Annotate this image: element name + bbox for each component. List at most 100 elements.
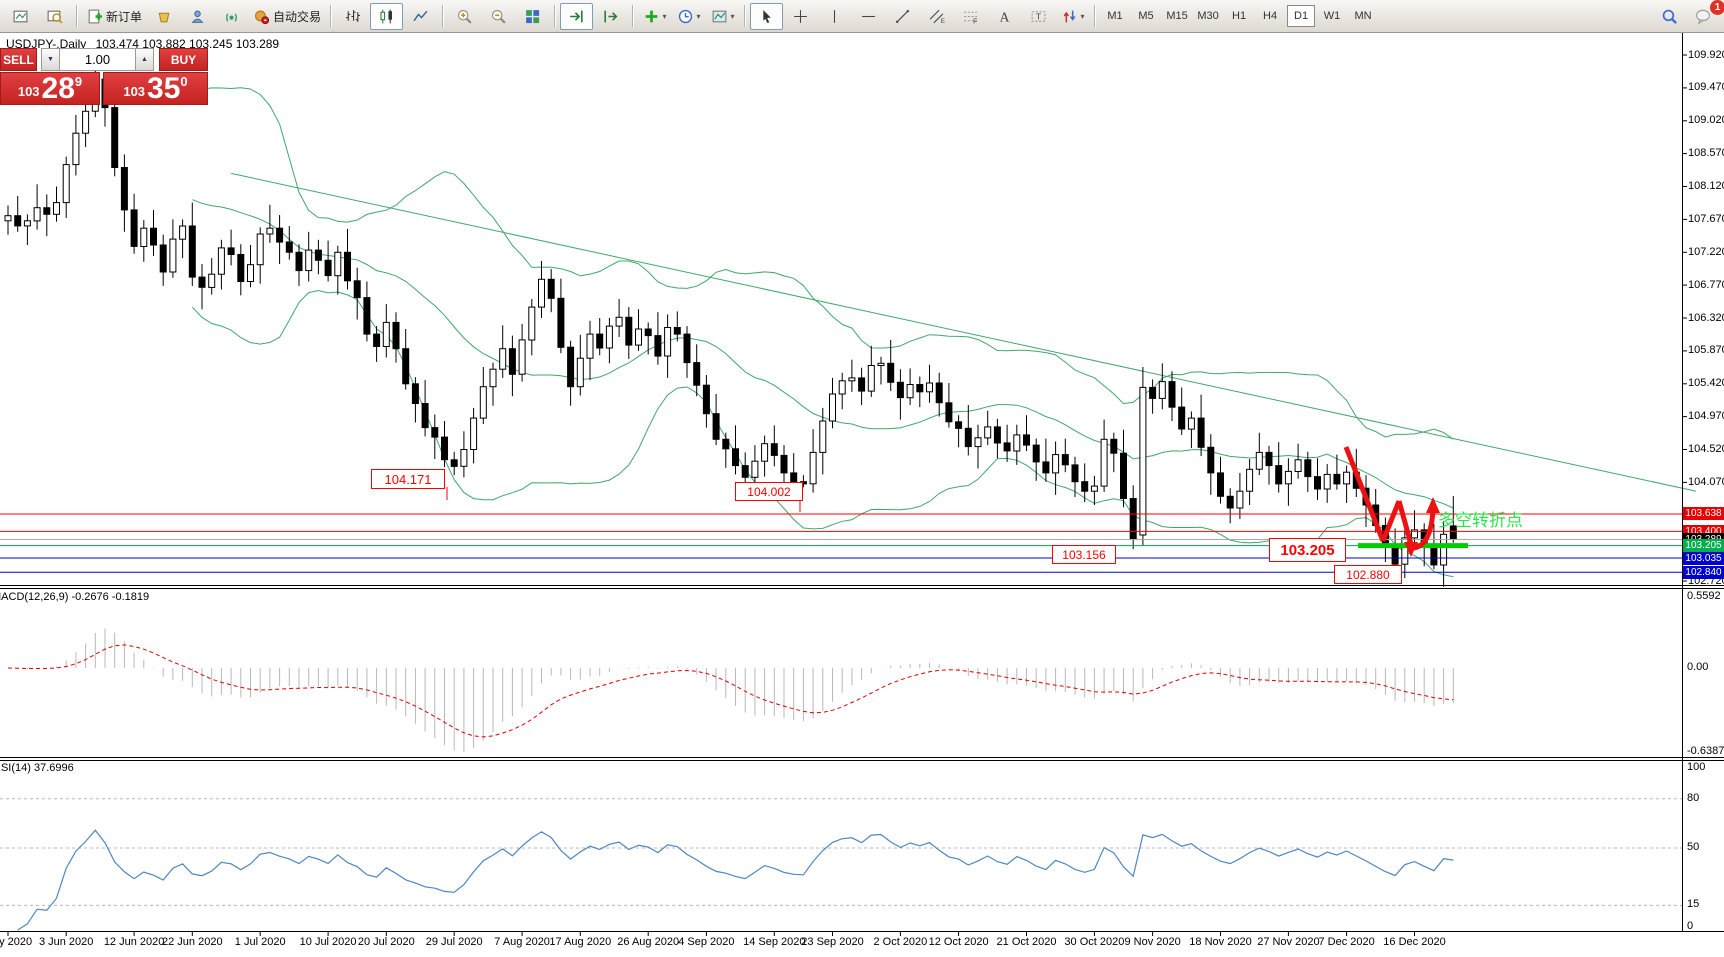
zoom-chart-icon[interactable] bbox=[38, 3, 71, 30]
line-chart-icon[interactable] bbox=[404, 3, 437, 30]
date-axis-label[interactable]: 17 Aug 2020 bbox=[549, 936, 612, 948]
bucket-icon[interactable] bbox=[147, 3, 180, 30]
date-axis-label[interactable]: 4 Sep 2020 bbox=[678, 936, 735, 948]
templates-icon[interactable]: ▾ bbox=[706, 3, 739, 30]
timeframe-mn-button[interactable]: MN bbox=[1354, 10, 1372, 22]
date-axis-label[interactable]: 7 Aug 2020 bbox=[494, 936, 550, 948]
chart-ohlc-values: 103.474 103.882 103.245 103.289 bbox=[95, 37, 280, 51]
hline-icon[interactable] bbox=[852, 3, 885, 30]
timeframe-m5-button[interactable]: M5 bbox=[1138, 10, 1154, 22]
volume-input[interactable]: 1.00 bbox=[60, 48, 135, 71]
search-icon[interactable] bbox=[1653, 3, 1686, 30]
price-axis-label[interactable]: 108.120 bbox=[1688, 180, 1724, 192]
chart-mini-icon[interactable] bbox=[4, 3, 37, 30]
macd-axis-label: -0.6387 bbox=[1687, 745, 1724, 757]
buy-button[interactable]: BUY bbox=[159, 48, 208, 71]
price-axis-label[interactable]: 104.970 bbox=[1688, 410, 1724, 423]
date-axis-label[interactable]: 3 Jun 2020 bbox=[38, 936, 94, 948]
trendline-icon[interactable] bbox=[886, 3, 919, 30]
price-axis-label[interactable]: 107.670 bbox=[1688, 212, 1724, 225]
date-axis-label[interactable]: 1 Jul 2020 bbox=[234, 936, 286, 948]
macd-axis-label: 0.5592 bbox=[1687, 590, 1721, 602]
arrows-icon[interactable]: ▾ bbox=[1056, 3, 1089, 30]
timeframe-m1-button[interactable]: M1 bbox=[1107, 10, 1123, 22]
macd-label: MACD(12,26,9) -0.2676 -0.1819 bbox=[0, 591, 150, 603]
date-axis-label[interactable]: 10 Jul 2020 bbox=[299, 936, 357, 948]
date-axis-label[interactable]: 27 Nov 2020 bbox=[1257, 936, 1320, 948]
date-axis-label[interactable]: 7 Dec 2020 bbox=[1318, 936, 1375, 948]
date-axis-label[interactable]: 9 Nov 2020 bbox=[1124, 936, 1181, 948]
main-toolbar: 新订单 自动交易 ▾ ▾ ▾ E F A T ▾ M1 M5 M15 M30 H1 H4 D1 W1 MN 1 bbox=[0, 0, 1724, 33]
date-axis-label[interactable]: 23 Sep 2020 bbox=[801, 936, 864, 948]
price-axis-label[interactable]: 109.920 bbox=[1688, 48, 1724, 61]
zoom-out-icon[interactable] bbox=[482, 3, 515, 30]
signal-icon[interactable] bbox=[215, 3, 248, 30]
periods-icon[interactable]: ▾ bbox=[672, 3, 705, 30]
timeframe-h1-button[interactable]: H1 bbox=[1232, 10, 1247, 22]
sell-price[interactable]: 103 28 9 bbox=[0, 72, 100, 105]
fibo-icon[interactable]: F bbox=[954, 3, 987, 30]
rsi-axis-label: 50 bbox=[1687, 841, 1700, 853]
text-icon[interactable]: A bbox=[988, 3, 1021, 30]
auto-scroll-icon[interactable] bbox=[560, 2, 594, 30]
candle-chart-icon[interactable] bbox=[370, 2, 404, 30]
date-axis-label[interactable]: 20 Jul 2020 bbox=[357, 936, 415, 948]
price-marker-102.840: 102.840 bbox=[1683, 565, 1724, 579]
timeframe-m15-button[interactable]: M15 bbox=[1166, 10, 1188, 22]
crosshair-icon[interactable] bbox=[784, 3, 817, 30]
price-axis-label[interactable]: 109.470 bbox=[1688, 81, 1724, 94]
indicators-icon[interactable]: ▾ bbox=[638, 3, 671, 30]
date-axis-label[interactable]: 16 Dec 2020 bbox=[1383, 936, 1446, 948]
price-axis-label[interactable]: 105.870 bbox=[1688, 344, 1724, 357]
vline-icon[interactable] bbox=[818, 3, 851, 30]
svg-text:T: T bbox=[1036, 11, 1041, 21]
volume-down-button[interactable]: ▼ bbox=[41, 48, 60, 71]
chart-shift-icon[interactable] bbox=[594, 3, 627, 30]
chart-title: USDJPY-,Daily 103.474 103.882 103.245 10… bbox=[6, 37, 279, 51]
date-axis-label[interactable]: 12 Jun 2020 bbox=[103, 936, 165, 948]
timeframe-d1-button[interactable]: D1 bbox=[1287, 5, 1316, 27]
sell-button[interactable]: SELL bbox=[0, 48, 37, 71]
new-order-button[interactable]: 新订单 bbox=[82, 3, 146, 30]
price-axis-label[interactable]: 105.420 bbox=[1688, 377, 1724, 390]
bar-chart-icon[interactable] bbox=[336, 3, 369, 30]
sell-price-point: 9 bbox=[74, 74, 83, 89]
timeframe-h4-button[interactable]: H4 bbox=[1263, 10, 1278, 22]
date-axis-label[interactable]: 22 Jun 2020 bbox=[162, 936, 223, 948]
sell-price-handle: 103 bbox=[17, 84, 40, 99]
date-axis-label[interactable]: 12 Oct 2020 bbox=[928, 936, 989, 948]
auto-trade-button[interactable]: 自动交易 bbox=[249, 3, 325, 30]
one-click-trade-panel: SELL ▼ 1.00 ▲ BUY 103 28 9 103 35 0 bbox=[0, 48, 208, 105]
price-axis-label[interactable]: 109.020 bbox=[1688, 114, 1724, 127]
price-axis-label[interactable]: 104.070 bbox=[1688, 475, 1724, 488]
price-axis-label[interactable]: 106.320 bbox=[1688, 311, 1724, 324]
date-axis-label[interactable]: 2 Oct 2020 bbox=[873, 936, 928, 948]
timeframe-m30-button[interactable]: M30 bbox=[1197, 10, 1219, 22]
buy-price[interactable]: 103 35 0 bbox=[103, 72, 208, 105]
tile-windows-icon[interactable] bbox=[516, 3, 549, 30]
date-axis-label[interactable]: 21 Oct 2020 bbox=[996, 936, 1057, 948]
date-axis-label[interactable]: 18 Nov 2020 bbox=[1189, 936, 1252, 948]
volume-up-button[interactable]: ▲ bbox=[135, 48, 154, 71]
date-axis-label[interactable]: May 2020 bbox=[0, 936, 33, 948]
price-marker-103.035: 103.035 bbox=[1683, 551, 1724, 565]
price-axis-label[interactable]: 107.220 bbox=[1688, 245, 1724, 258]
price-axis-label[interactable]: 108.570 bbox=[1688, 147, 1724, 160]
date-axis-label[interactable]: 26 Aug 2020 bbox=[617, 936, 680, 948]
price-annotation: 103.205 bbox=[1269, 538, 1346, 562]
date-axis-label[interactable]: 14 Sep 2020 bbox=[743, 936, 806, 948]
macd-axis-label: 0.00 bbox=[1687, 661, 1709, 673]
price-axis-label[interactable]: 106.770 bbox=[1688, 278, 1724, 291]
timeframe-w1-button[interactable]: W1 bbox=[1323, 10, 1341, 22]
cursor-icon[interactable] bbox=[750, 2, 784, 30]
price-axis-label[interactable]: 104.520 bbox=[1688, 443, 1724, 456]
zoom-in-icon[interactable] bbox=[448, 3, 481, 30]
date-axis-label[interactable]: 29 Jul 2020 bbox=[425, 936, 483, 948]
person-icon[interactable] bbox=[181, 3, 214, 30]
channel-icon[interactable]: E bbox=[920, 3, 953, 30]
rsi-axis-label: 15 bbox=[1687, 898, 1700, 910]
label-icon[interactable]: T bbox=[1022, 3, 1055, 30]
chat-icon[interactable]: 1 bbox=[1687, 0, 1724, 30]
date-axis-label[interactable]: 30 Oct 2020 bbox=[1064, 936, 1125, 948]
